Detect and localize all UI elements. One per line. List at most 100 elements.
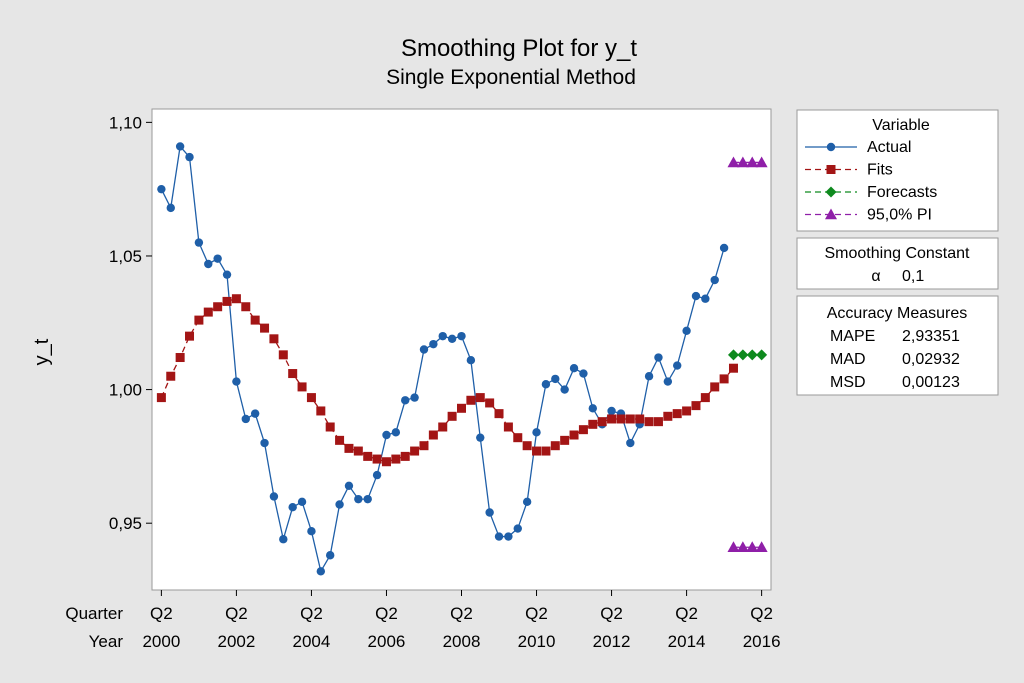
data-point — [269, 334, 279, 344]
data-point — [382, 430, 391, 440]
data-point — [447, 334, 457, 344]
accuracy-box-frame — [796, 295, 999, 396]
legend-title: Variable — [872, 117, 930, 134]
data-point — [288, 502, 297, 512]
data-point — [278, 350, 288, 360]
x-tick-year: 2000 — [142, 632, 180, 651]
data-point — [494, 532, 504, 541]
data-point — [204, 259, 213, 269]
data-point — [297, 497, 307, 507]
data-point — [746, 541, 759, 553]
data-point — [213, 254, 222, 263]
x-tick-year: 2006 — [368, 632, 406, 651]
series-actual — [157, 142, 729, 576]
data-point — [728, 363, 738, 373]
alpha-value: 0,1 — [902, 268, 924, 285]
data-point — [185, 331, 195, 341]
data-point — [213, 302, 223, 312]
alpha-symbol: α — [871, 268, 880, 285]
data-point — [175, 142, 185, 151]
legend-marker — [826, 165, 836, 174]
data-point — [419, 441, 429, 451]
accuracy-value: 0,02932 — [902, 351, 960, 368]
data-point — [381, 457, 391, 467]
data-point — [447, 411, 457, 421]
data-point — [476, 433, 485, 442]
data-point — [354, 494, 363, 504]
data-point — [344, 481, 354, 490]
series-95-0-pi — [727, 156, 768, 168]
x-tick-year: 2008 — [443, 632, 481, 651]
x-tick-quarter: Q2 — [525, 604, 548, 623]
data-point — [429, 339, 438, 349]
data-point — [710, 275, 719, 285]
data-point — [297, 382, 307, 392]
data-point — [438, 422, 448, 432]
data-point — [316, 406, 326, 416]
data-point — [325, 422, 335, 432]
data-point — [485, 398, 495, 408]
series-layer — [156, 142, 768, 576]
x-tick-year: 2002 — [217, 632, 255, 651]
data-point — [279, 535, 288, 544]
data-point — [428, 430, 438, 440]
data-point — [410, 393, 419, 402]
data-point — [335, 435, 345, 445]
data-point — [691, 291, 701, 301]
data-point — [457, 331, 466, 341]
accuracy-label: MAPE — [830, 328, 875, 345]
accuracy-value: 0,00123 — [902, 374, 960, 391]
data-point — [663, 411, 673, 421]
data-point — [727, 541, 740, 553]
data-point — [372, 470, 382, 480]
data-point — [222, 296, 232, 306]
data-point — [222, 270, 232, 279]
data-point — [260, 438, 269, 448]
data-point — [391, 454, 401, 464]
data-point — [306, 393, 316, 403]
legend-label: Forecasts — [867, 184, 937, 201]
smoothing-box-frame — [796, 237, 999, 290]
legend-marker — [826, 142, 836, 152]
data-point — [194, 238, 204, 247]
data-point — [250, 315, 260, 325]
smoothing-box-title: Smoothing Constant — [825, 245, 971, 262]
x-tick-quarter: Q2 — [675, 604, 698, 623]
data-point — [344, 443, 354, 453]
y-tick-label: 1,10 — [109, 113, 142, 132]
legend-label: 95,0% PI — [867, 207, 932, 224]
data-point — [400, 451, 410, 461]
data-point — [522, 441, 532, 451]
x-tick-year: 2016 — [743, 632, 781, 651]
data-point — [663, 377, 673, 386]
data-point — [644, 417, 654, 427]
accuracy-label: MAD — [830, 351, 866, 368]
x-tick-year: 2012 — [593, 632, 631, 651]
accuracy-rows: MAPE 2,93351 MAD 0,02932 MSD 0,00123 — [830, 328, 960, 391]
data-point — [736, 541, 749, 553]
data-point — [466, 395, 476, 405]
series-forecasts — [727, 349, 768, 361]
data-point — [335, 500, 344, 509]
data-point — [363, 451, 373, 461]
data-point — [569, 364, 579, 373]
legend-entries: Actual Fits Forecasts 95,0% PI — [805, 139, 937, 224]
data-point — [391, 428, 401, 437]
data-point — [157, 184, 166, 194]
x-tick-quarter: Q2 — [225, 604, 248, 623]
data-point — [541, 380, 551, 389]
data-point — [438, 331, 447, 341]
data-point — [410, 446, 420, 456]
data-point — [588, 404, 598, 413]
data-point — [185, 152, 194, 162]
accuracy-box-title: Accuracy Measures — [827, 305, 968, 322]
data-point — [250, 409, 260, 418]
data-point — [635, 414, 645, 424]
data-point — [513, 524, 522, 533]
data-point — [475, 393, 485, 403]
data-point — [607, 414, 617, 424]
x-tick-year: 2014 — [668, 632, 706, 651]
data-point — [569, 430, 579, 440]
legend-marker — [825, 186, 837, 198]
data-point — [682, 406, 692, 416]
